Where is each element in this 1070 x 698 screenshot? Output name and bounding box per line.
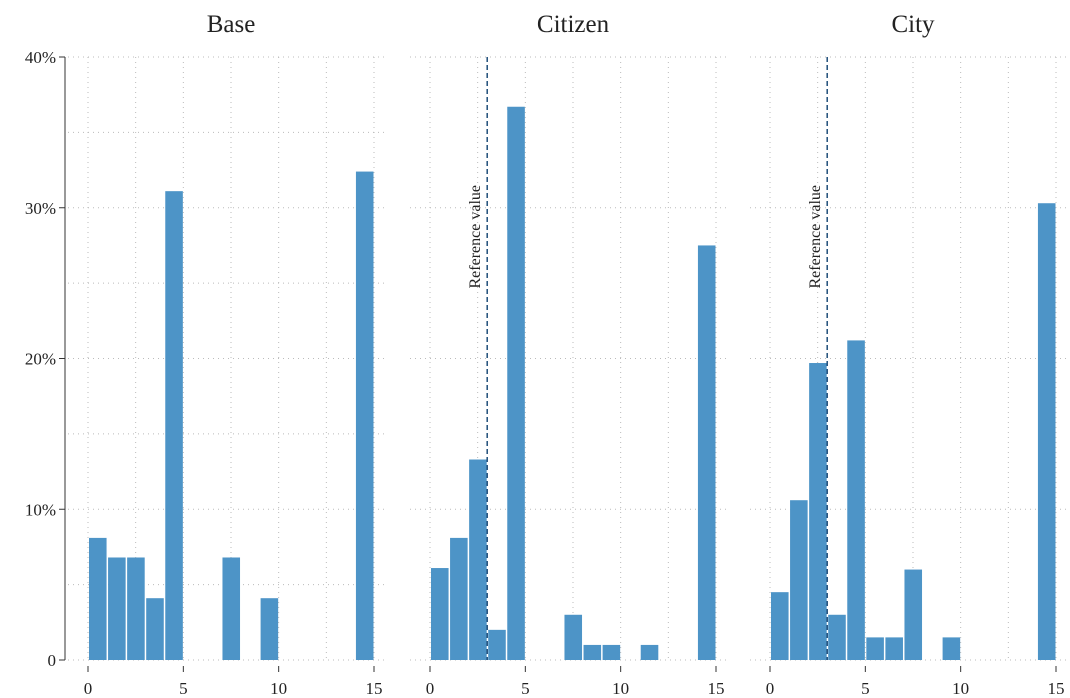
reference-label: Reference value bbox=[467, 185, 484, 288]
x-tick-label: 0 bbox=[84, 679, 93, 698]
y-tick-label: 40% bbox=[25, 48, 56, 67]
bar bbox=[355, 171, 374, 660]
bar bbox=[904, 569, 923, 660]
bar bbox=[222, 557, 241, 660]
bar bbox=[165, 191, 183, 661]
reference-label: Reference value bbox=[807, 185, 824, 288]
bar bbox=[866, 637, 884, 660]
bar bbox=[469, 459, 487, 660]
bar bbox=[942, 637, 961, 660]
x-tick-label: 10 bbox=[952, 679, 969, 698]
x-tick-label: 10 bbox=[270, 679, 287, 698]
x-tick-label: 10 bbox=[612, 679, 629, 698]
chart-title: Base bbox=[207, 11, 256, 38]
bar bbox=[260, 598, 279, 660]
bar bbox=[828, 614, 846, 660]
x-tick-label: 5 bbox=[521, 679, 530, 698]
bar bbox=[885, 637, 903, 660]
x-tick-label: 0 bbox=[426, 679, 435, 698]
x-tick-label: 15 bbox=[1048, 679, 1065, 698]
x-tick-label: 15 bbox=[366, 679, 383, 698]
bar bbox=[507, 106, 525, 660]
bar bbox=[146, 598, 164, 660]
bar bbox=[564, 614, 583, 660]
bar bbox=[790, 500, 808, 660]
chart-title: Citizen bbox=[537, 11, 610, 38]
bar bbox=[89, 537, 107, 660]
x-tick-label: 0 bbox=[766, 679, 775, 698]
bar bbox=[583, 644, 602, 660]
bar bbox=[697, 245, 716, 660]
bar bbox=[847, 340, 865, 660]
bar bbox=[108, 557, 126, 660]
x-tick-label: 15 bbox=[708, 679, 725, 698]
bar bbox=[127, 557, 145, 660]
bar bbox=[1037, 203, 1056, 661]
bar bbox=[450, 537, 468, 660]
bar bbox=[640, 644, 659, 660]
y-tick-label: 10% bbox=[25, 500, 56, 519]
x-tick-label: 5 bbox=[861, 679, 870, 698]
chart-title: City bbox=[891, 11, 935, 38]
y-tick-label: 30% bbox=[25, 199, 56, 218]
x-tick-label: 5 bbox=[179, 679, 188, 698]
bar bbox=[809, 363, 827, 660]
y-tick-label: 20% bbox=[25, 350, 56, 369]
bar bbox=[602, 644, 621, 660]
bar bbox=[488, 629, 506, 660]
bar bbox=[771, 592, 789, 660]
bar bbox=[431, 568, 449, 660]
y-tick-label: 0 bbox=[48, 651, 57, 670]
